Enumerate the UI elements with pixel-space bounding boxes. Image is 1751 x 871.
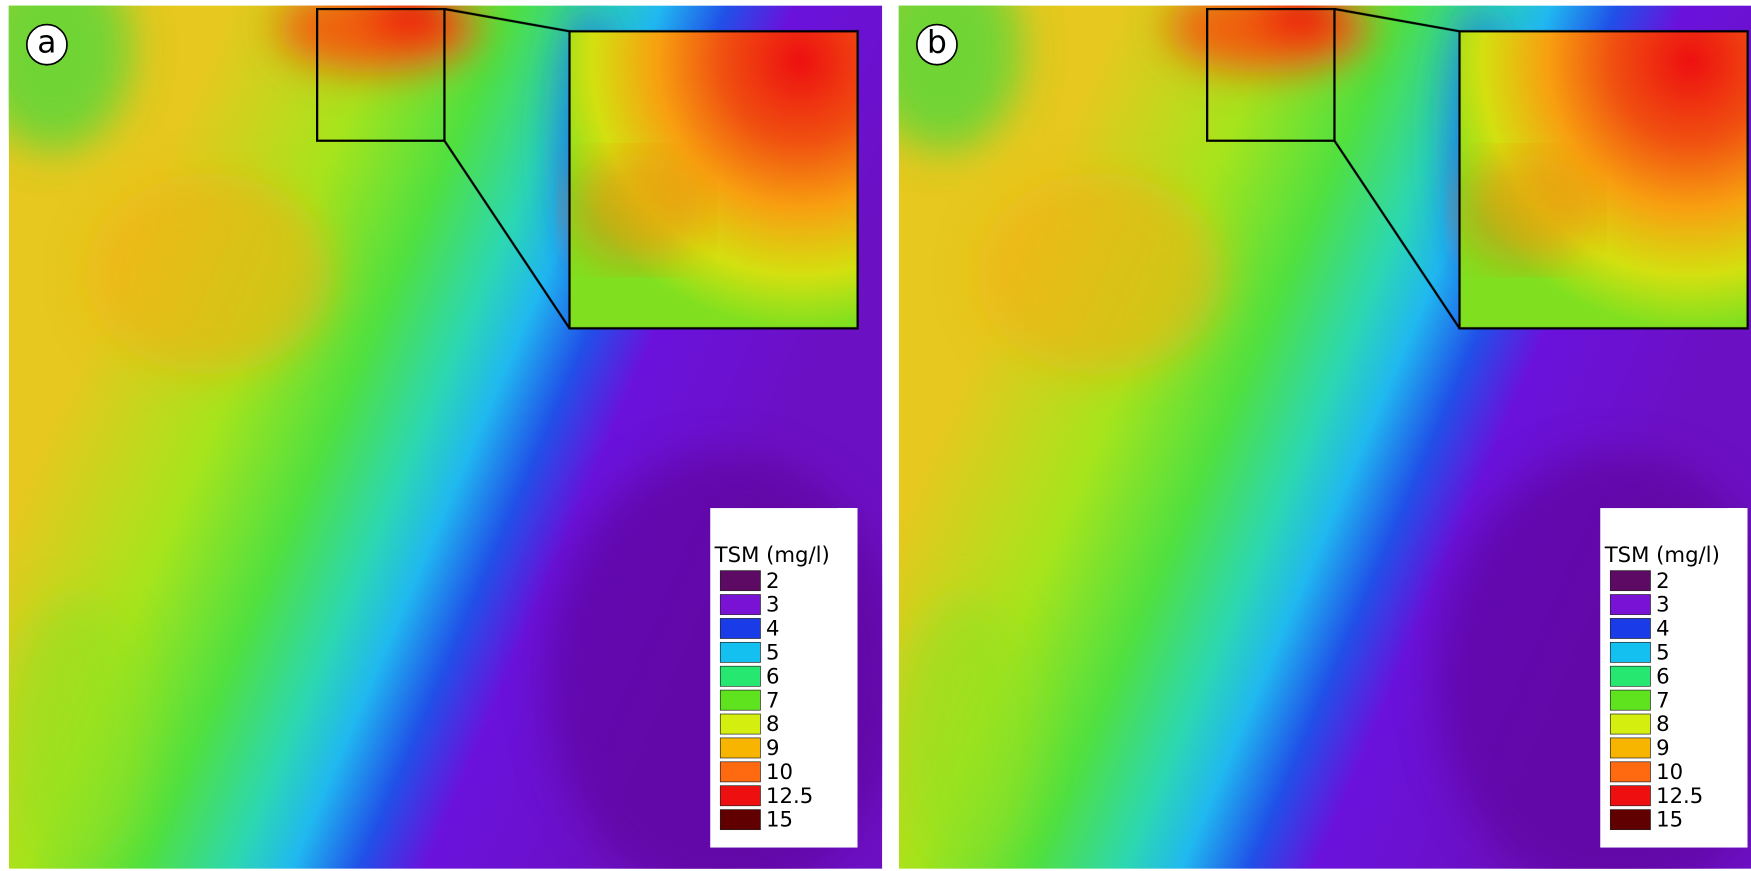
legend-swatch xyxy=(1609,594,1651,615)
legend-label: 3 xyxy=(1656,593,1670,618)
zoom-connector xyxy=(444,7,570,33)
legend-label: 4 xyxy=(766,617,780,642)
legend-swatch xyxy=(1609,689,1651,711)
legend-label: 4 xyxy=(1656,617,1670,642)
inset-image xyxy=(570,31,858,328)
zoom-connector xyxy=(1334,7,1460,33)
zoom-box xyxy=(316,7,446,142)
legend-swatch xyxy=(1609,761,1651,783)
legend-label: 8 xyxy=(766,712,780,737)
legend-swatch xyxy=(1609,785,1651,807)
legend-swatch xyxy=(1609,737,1651,759)
inset-image xyxy=(1460,31,1748,328)
zoom-connector xyxy=(443,140,571,329)
panel-label: a xyxy=(37,25,56,61)
legend-swatch xyxy=(719,665,761,687)
legend-label: 2 xyxy=(766,569,780,594)
legend-swatch xyxy=(1609,641,1651,663)
legend-label: 15 xyxy=(1656,808,1683,833)
legend-label: 5 xyxy=(1656,640,1670,665)
legend-swatch xyxy=(719,737,761,759)
legend-label: 8 xyxy=(1656,712,1670,737)
legend-swatch xyxy=(719,570,761,592)
legend-swatch xyxy=(1609,618,1651,639)
legend-title: TSM (mg/l) xyxy=(714,543,830,568)
panel-label: b xyxy=(927,25,947,61)
legend-label: 6 xyxy=(1656,664,1670,689)
legend-swatch xyxy=(1609,713,1651,735)
legend-swatch xyxy=(719,713,761,735)
legend-label: 10 xyxy=(766,760,793,785)
legend-swatch xyxy=(1609,809,1651,831)
legend-label: 15 xyxy=(766,808,793,833)
panel-label-circle xyxy=(25,23,68,66)
legend-title: TSM (mg/l) xyxy=(1604,543,1720,568)
legend-label: 7 xyxy=(1656,688,1670,713)
legend-swatch xyxy=(719,594,761,615)
legend-label: 12.5 xyxy=(766,784,813,809)
zoom-box xyxy=(1206,7,1336,142)
legend-label: 3 xyxy=(766,593,780,618)
zoom-inset xyxy=(570,31,858,328)
legend-label: 10 xyxy=(1656,760,1683,785)
zoom-inset xyxy=(1460,31,1748,328)
legend-swatch xyxy=(719,689,761,711)
panel-label-circle xyxy=(915,23,958,66)
legend-label: 2 xyxy=(1656,569,1670,594)
legend-label: 6 xyxy=(766,664,780,689)
legend-swatch xyxy=(1609,570,1651,592)
zoom-connector xyxy=(1333,140,1461,329)
legend-swatch xyxy=(1609,665,1651,687)
legend-label: 7 xyxy=(766,688,780,713)
legend-swatch xyxy=(719,641,761,663)
legend-swatch xyxy=(719,809,761,831)
legend-label: 5 xyxy=(766,640,780,665)
legend-swatch xyxy=(719,785,761,807)
legend-swatch xyxy=(719,761,761,783)
legend-label: 12.5 xyxy=(1656,784,1703,809)
legend-label: 9 xyxy=(1656,736,1670,761)
legend-label: 9 xyxy=(766,736,780,761)
legend-swatch xyxy=(719,618,761,639)
